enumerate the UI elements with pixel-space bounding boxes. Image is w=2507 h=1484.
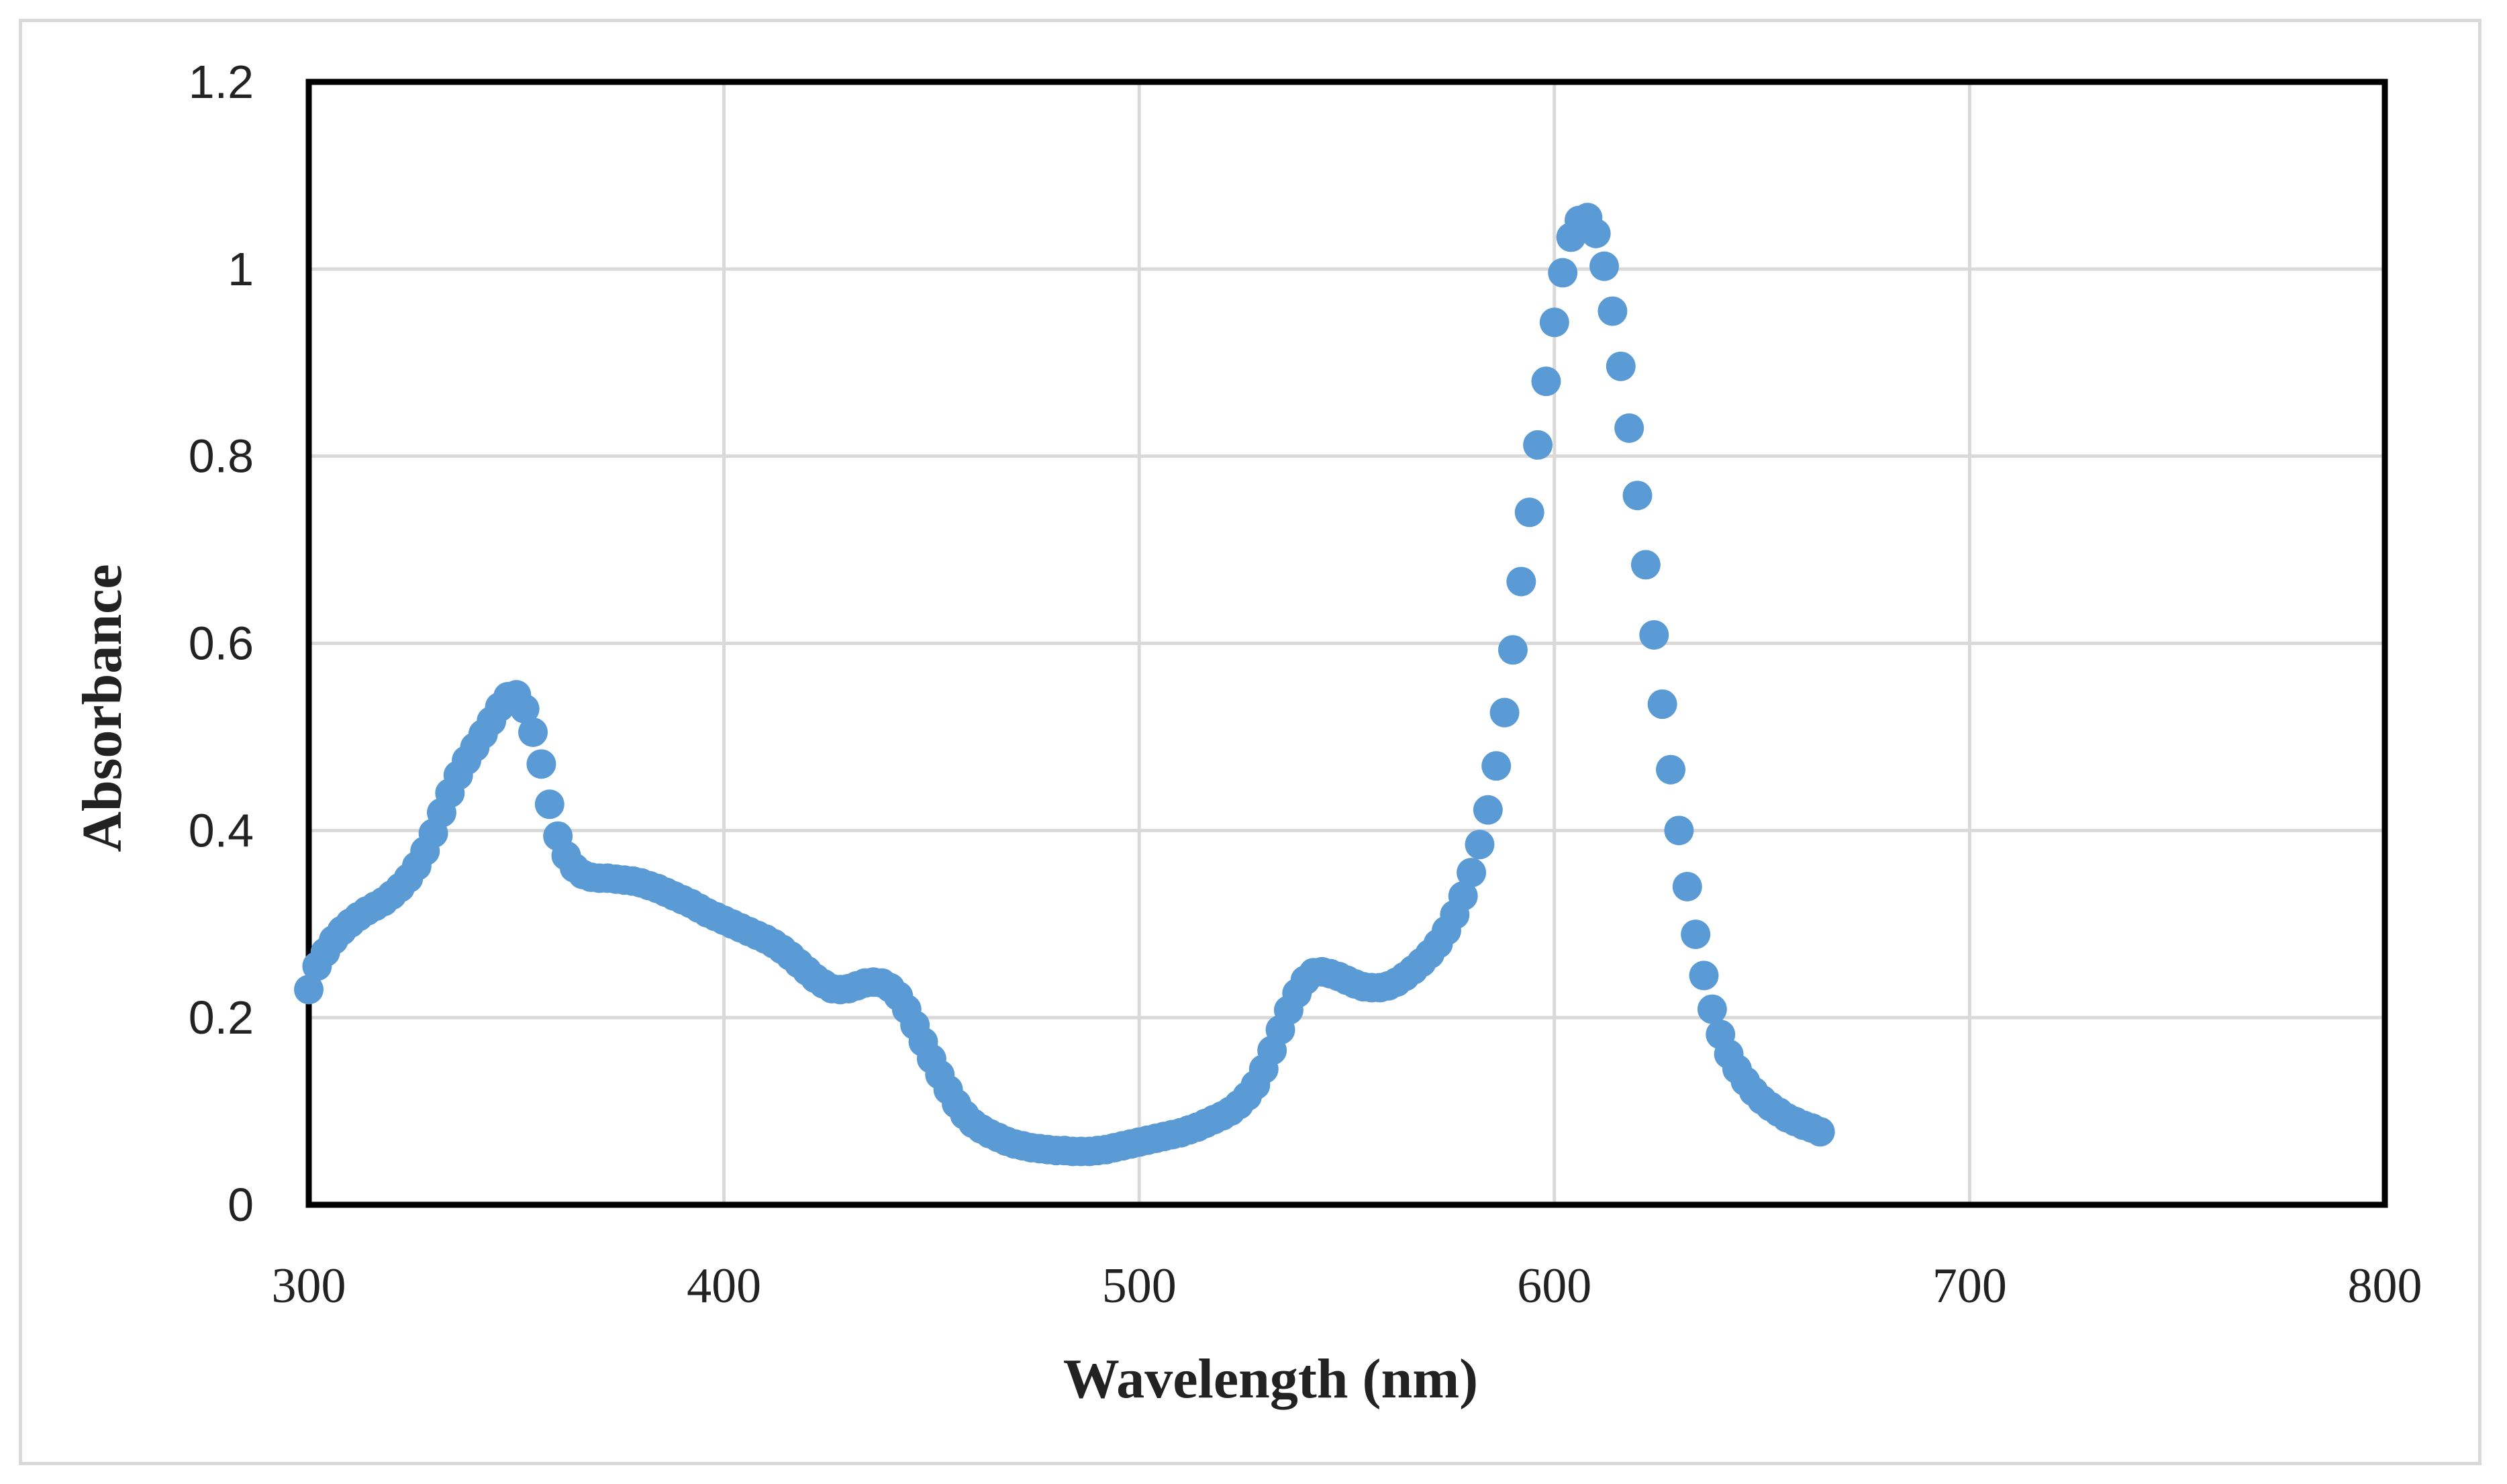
data-point: [1647, 689, 1677, 720]
y-tick-label: 0.8: [189, 430, 254, 483]
x-tick-label: 300: [272, 1258, 346, 1314]
x-axis-title: Wavelength (nm): [1063, 1348, 1478, 1410]
y-tick-label: 1: [228, 243, 254, 295]
x-tick-label: 600: [1517, 1258, 1591, 1314]
data-point: [294, 975, 324, 1005]
y-axis-ticks: 0 0.2 0.4 0.6 0.8 1 1.2: [189, 56, 254, 1231]
series-points: [294, 203, 1835, 1167]
data-point: [1656, 754, 1686, 785]
x-axis-ticks: 300 400 500 600 700 800: [272, 1258, 2422, 1314]
data-point: [1497, 635, 1528, 665]
data-point: [534, 789, 564, 820]
data-point: [1473, 795, 1503, 825]
y-tick-label: 1.2: [189, 56, 254, 108]
data-point: [526, 749, 556, 779]
data-point: [1697, 994, 1727, 1024]
data-point: [1523, 430, 1553, 460]
data-point: [1531, 366, 1561, 397]
data-point: [1622, 481, 1653, 511]
data-point: [1639, 620, 1669, 650]
data-point: [1465, 830, 1495, 860]
data-point: [1506, 566, 1536, 597]
x-tick-label: 700: [1932, 1258, 2007, 1314]
data-point: [1606, 351, 1636, 381]
data-point: [1581, 218, 1611, 248]
x-tick-label: 500: [1102, 1258, 1177, 1314]
data-point: [1681, 920, 1711, 950]
data-point: [1689, 960, 1719, 991]
data-point: [1672, 871, 1702, 901]
data-point: [1457, 858, 1487, 888]
y-axis-title: Absorbance: [71, 564, 134, 852]
data-point: [1597, 296, 1628, 326]
data-point: [1539, 307, 1569, 338]
y-tick-label: 0: [228, 1179, 254, 1231]
data-point: [1630, 550, 1661, 580]
data-point: [1489, 697, 1520, 728]
chart-frame: [19, 19, 2481, 1465]
grid-lines: [309, 82, 2385, 1205]
y-tick-label: 0.6: [189, 617, 254, 670]
data-point: [1805, 1117, 1835, 1147]
y-tick-label: 0.2: [189, 991, 254, 1044]
data-point: [1548, 258, 1578, 288]
data-point: [1614, 413, 1644, 443]
data-point: [1448, 881, 1478, 911]
x-tick-label: 800: [2348, 1258, 2422, 1314]
data-point: [518, 717, 548, 747]
x-tick-label: 400: [687, 1258, 761, 1314]
plot-area-border: [305, 79, 2388, 1208]
data-point: [509, 694, 540, 724]
data-point: [1481, 751, 1512, 781]
y-tick-label: 0.4: [189, 804, 254, 856]
data-point: [1589, 251, 1620, 281]
data-point: [1664, 815, 1694, 846]
data-point: [1514, 497, 1544, 528]
